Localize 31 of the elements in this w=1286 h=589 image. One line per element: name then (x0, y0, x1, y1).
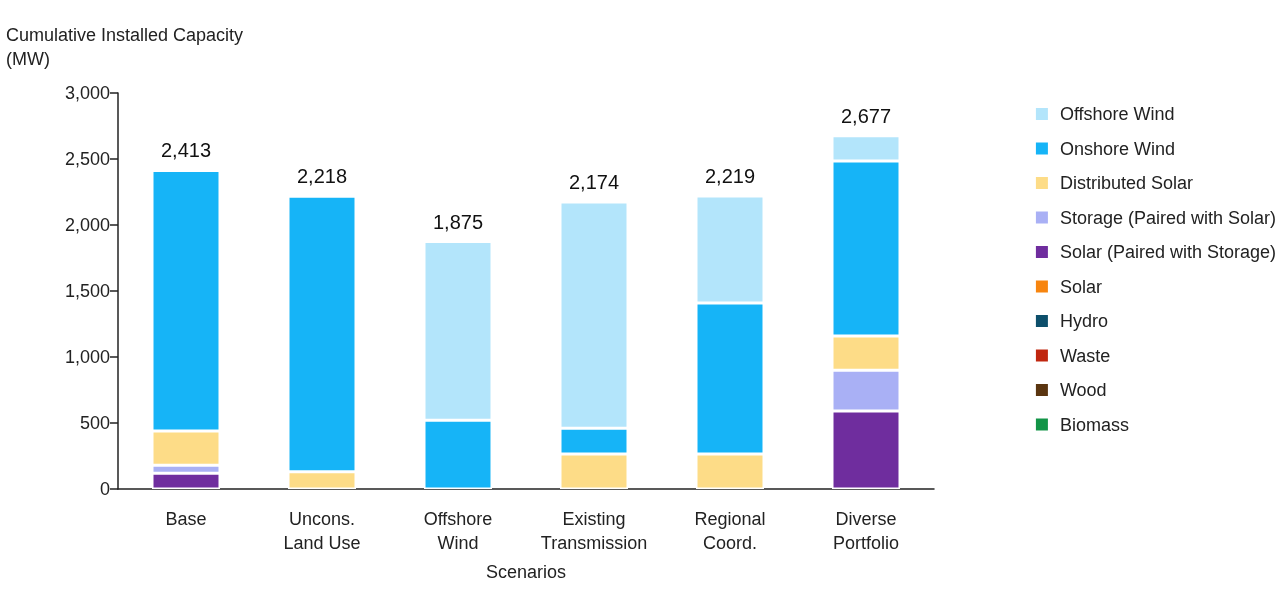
total-label: 2,677 (840, 104, 892, 127)
legend-label: Solar (Paired with Storage) (1059, 242, 1277, 262)
legend-label: Waste (1059, 345, 1111, 366)
x-tick-label: Diverse Portfolio (832, 509, 900, 553)
total-label: 2,218 (296, 165, 348, 188)
legend-label: Wood (1059, 380, 1107, 400)
y-tick-label: 2,500 (64, 149, 110, 169)
legend-label: Biomass (1059, 414, 1129, 435)
y-axis-title: Cumulative Installed Capacity (MW) (6, 25, 244, 69)
legend-label: Onshore Wind (1059, 138, 1175, 159)
legend-label: Storage (Paired with Solar) (1059, 207, 1277, 228)
legend-label: Distributed Solar (1059, 173, 1193, 193)
y-tick-label: 0 (99, 479, 110, 499)
x-axis-title: Scenarios (485, 562, 567, 582)
legend-label: Offshore Wind (1059, 104, 1175, 124)
x-tick-label: Uncons. Land Use (283, 509, 361, 553)
x-tick-label: Regional Coord. (694, 509, 766, 553)
legend-label: Hydro (1059, 311, 1108, 331)
x-tick-label: Existing Transmission (540, 509, 648, 553)
legend-label: Solar (1059, 276, 1102, 297)
total-label: 2,174 (568, 171, 620, 194)
y-tick-label: 1,000 (64, 347, 110, 367)
y-tick-label: 2,000 (64, 215, 110, 235)
y-tick-label: 1,500 (64, 281, 110, 301)
total-label: 1,875 (432, 210, 484, 233)
total-label: 2,413 (160, 139, 212, 162)
total-label: 2,219 (704, 165, 756, 188)
y-tick-label: 3,000 (64, 83, 110, 103)
x-tick-label: Offshore Wind (423, 509, 493, 553)
y-tick-label: 500 (79, 413, 110, 433)
x-tick-label: Base (165, 509, 207, 529)
